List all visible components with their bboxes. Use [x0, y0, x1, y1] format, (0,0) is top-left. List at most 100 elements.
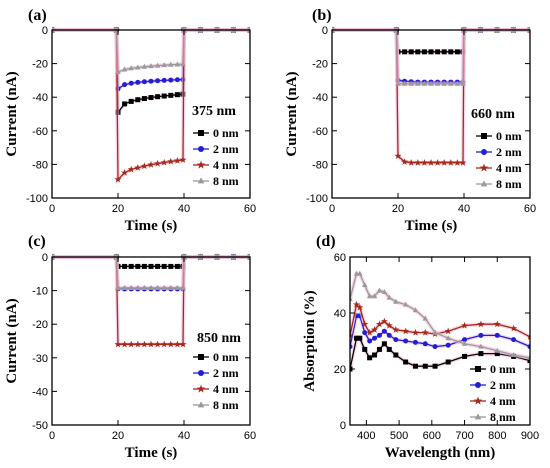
legend-item: 0 nm [476, 129, 522, 143]
x-tick-label: 400 [357, 430, 375, 442]
data-point [393, 298, 399, 304]
data-point [526, 333, 530, 340]
data-point [372, 352, 378, 358]
data-point [376, 346, 382, 352]
data-point [141, 79, 147, 85]
data-point [462, 337, 468, 343]
legend: 0 nm 2 nm 4 nm 8 nm [193, 350, 239, 412]
data-point [407, 158, 415, 166]
data-point [161, 284, 167, 290]
y-tick-label: -80 [32, 159, 48, 171]
y-axis-title: Current (nA) [284, 71, 300, 156]
data-point [510, 324, 518, 332]
data-point [168, 263, 174, 269]
data-point [148, 63, 154, 69]
legend-item: 8 nm [193, 174, 239, 188]
y-tick-label: -40 [312, 92, 328, 104]
y-tick-label: 0 [42, 25, 48, 37]
legend-item: 2 nm [476, 145, 522, 159]
x-tick-label: 900 [521, 430, 539, 442]
x-tick-label: 20 [392, 203, 404, 215]
data-point [127, 165, 135, 173]
legend-marker [198, 146, 204, 152]
x-tick-label: 40 [178, 430, 190, 442]
data-point [422, 315, 429, 321]
data-point [460, 80, 466, 86]
data-point [461, 340, 468, 346]
data-point [381, 328, 387, 334]
data-point [173, 340, 181, 348]
data-point [371, 293, 378, 299]
data-point [135, 64, 141, 70]
data-point [361, 282, 368, 287]
data-point [114, 175, 122, 183]
x-tick-label: 60 [244, 203, 256, 215]
data-point [180, 284, 186, 290]
x-tick-label: 60 [524, 203, 536, 215]
data-point [401, 158, 409, 165]
data-point [135, 263, 141, 269]
data-point [412, 307, 419, 313]
legend-label: 8 nm [496, 177, 522, 191]
data-point [160, 340, 168, 348]
data-point [386, 346, 392, 352]
data-point [367, 355, 373, 361]
plot-frame [349, 256, 531, 426]
data-point [460, 321, 469, 329]
data-point [527, 354, 530, 360]
data-point [361, 320, 369, 328]
data-point [148, 263, 154, 269]
legend: 0 nm 2 nm 4 nm 8 nm [470, 362, 516, 424]
x-axis-title: Wavelength (nm) [385, 445, 495, 461]
data-point [168, 284, 174, 290]
legend-marker [196, 384, 206, 393]
data-point [179, 340, 187, 348]
data-point [478, 343, 484, 349]
panel-label: (a) [28, 7, 47, 24]
data-point [401, 80, 408, 86]
y-tick-label: -30 [32, 353, 48, 365]
data-point [135, 284, 141, 290]
y-tick-label: -80 [312, 159, 328, 171]
legend-item: 8 nm [193, 398, 239, 412]
data-point [128, 80, 134, 86]
legend-marker [197, 401, 205, 408]
x-tick-label: 0 [49, 203, 55, 215]
series-line-8nm [332, 29, 530, 85]
data-point [448, 49, 454, 55]
data-point [135, 97, 141, 103]
legend-marker [475, 366, 481, 372]
y-tick-label: -40 [32, 92, 48, 104]
data-point [115, 284, 121, 290]
data-point [412, 363, 418, 369]
legend-marker [481, 133, 487, 139]
legend-label: 4 nm [490, 394, 516, 408]
y-tick-label: 40 [334, 308, 346, 320]
legend-label: 0 nm [496, 129, 522, 143]
legend-marker [479, 163, 489, 172]
data-point [161, 77, 167, 83]
data-point [357, 335, 363, 341]
data-point [453, 158, 461, 166]
data-point [434, 80, 441, 86]
data-point [155, 78, 161, 84]
data-point [421, 49, 427, 55]
data-point [141, 63, 148, 69]
x-axis-title: Time (s) [125, 445, 178, 461]
x-axis-title: Time (s) [125, 218, 178, 234]
data-point [414, 158, 422, 166]
data-point [350, 331, 354, 339]
legend-label: 4 nm [213, 382, 239, 396]
data-point [148, 95, 154, 101]
y-tick-label: -60 [312, 126, 328, 138]
legend-label: 2 nm [213, 366, 239, 380]
series-glow-2 [350, 300, 530, 339]
data-point [462, 353, 468, 359]
panel-a: 0 20 40 60 0 -20 -40 -60 -80 -100 Time (s) Current … [4, 7, 256, 234]
data-point [135, 79, 141, 85]
data-point [402, 49, 408, 55]
data-point [147, 160, 155, 168]
y-tick-label: -20 [32, 59, 48, 71]
data-point [167, 157, 175, 165]
